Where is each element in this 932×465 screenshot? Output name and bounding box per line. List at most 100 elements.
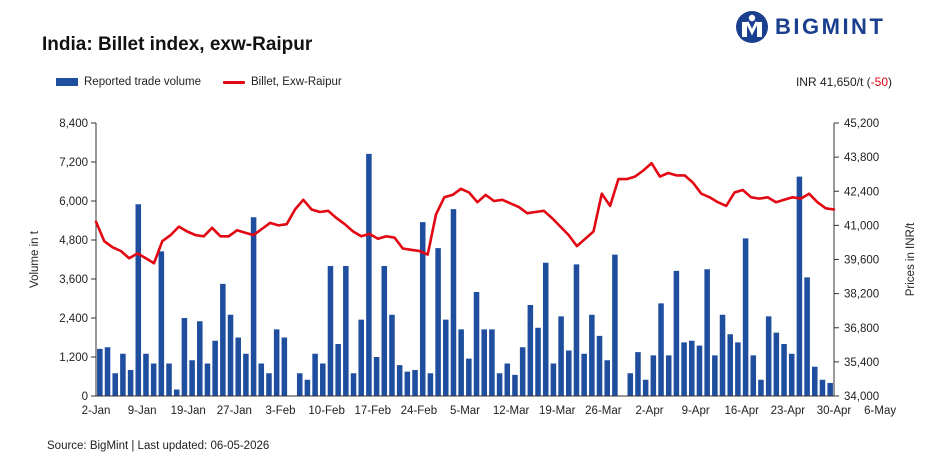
x-tick-label: 9-Jan [128, 405, 157, 417]
volume-bar [435, 248, 441, 396]
volume-bar [596, 335, 603, 396]
volume-bar [735, 342, 741, 396]
volume-bar [204, 363, 211, 396]
latest-price-note: INR 41,650/t (-50) [796, 75, 892, 89]
volume-bar [712, 355, 718, 396]
volume-bar [258, 363, 265, 396]
volume-bar [150, 363, 157, 396]
volume-bar [542, 262, 549, 396]
volume-bar [404, 371, 411, 396]
volume-bar [443, 319, 449, 396]
legend-item-price: Billet, Exw-Raipur [222, 76, 342, 88]
x-tick-label: 3-Feb [265, 405, 295, 417]
volume-bar [458, 329, 464, 396]
y2-tick-label: 43,800 [844, 152, 879, 164]
volume-bar [612, 254, 618, 396]
volume-bar [112, 373, 118, 396]
volume-bar [427, 373, 434, 396]
volume-bar [650, 355, 657, 396]
x-tick-label: 9-Apr [682, 405, 710, 417]
x-tick-label: 24-Feb [401, 405, 437, 417]
volume-bar [681, 342, 687, 396]
volume-bar [689, 340, 695, 396]
volume-bar [512, 374, 518, 396]
volume-bar [212, 340, 218, 396]
x-tick-label: 19-Mar [539, 405, 576, 417]
volume-bar [389, 314, 395, 396]
volume-bar [419, 222, 426, 396]
y-tick-label: 6,000 [59, 196, 88, 208]
volume-bar [658, 303, 664, 396]
volume-bar [173, 389, 180, 396]
volume-bar [158, 251, 165, 396]
volume-bar [827, 383, 833, 396]
volume-bar [812, 366, 818, 396]
volume-bar [181, 318, 188, 396]
bigmint-logo-text: BIGMINT [775, 14, 886, 39]
volume-bar [412, 370, 418, 396]
volume-bar [296, 373, 303, 396]
source-note: Source: BigMint | Last updated: 06-05-20… [47, 440, 270, 452]
price-change-open: ( [866, 75, 871, 89]
volume-bar [466, 358, 472, 396]
x-tick-label: 12-Mar [493, 405, 530, 417]
x-tick-label: 2-Jan [82, 405, 111, 417]
y-tick-label: 4,800 [59, 235, 88, 247]
volume-bar [742, 238, 749, 396]
y2-tick-label: 35,400 [844, 357, 879, 369]
volume-bar [642, 379, 649, 396]
price-change: -50 [870, 75, 888, 89]
x-tick-label: 19-Jan [171, 405, 206, 417]
legend-swatch-volume [56, 78, 78, 86]
latest-price: INR 41,650/t [795, 75, 864, 89]
volume-bar [758, 379, 764, 396]
volume-bar [304, 379, 311, 396]
volume-bar [550, 363, 557, 396]
volume-bar [343, 266, 349, 396]
volume-bar [581, 353, 587, 396]
y-tick-label: 7,200 [59, 157, 88, 169]
x-tick-label: 26-Mar [585, 405, 622, 417]
legend-label-volume: Reported trade volume [84, 76, 201, 88]
y2-tick-label: 36,800 [844, 323, 879, 335]
volume-bar [243, 353, 249, 396]
volume-bar [673, 270, 680, 396]
volume-bar [366, 153, 372, 396]
x-tick-label: 16-Apr [724, 405, 759, 417]
volume-bar [335, 344, 341, 396]
volume-bar [143, 353, 149, 396]
x-tick-label: 10-Feb [308, 405, 344, 417]
volume-bar [450, 209, 457, 396]
volume-bar [535, 327, 541, 396]
volume-bar [266, 373, 272, 396]
volume-bar [350, 373, 357, 396]
volume-bar [320, 363, 326, 396]
volume-bar [765, 316, 772, 396]
y2-axis-title: Prices in INR/t [905, 222, 917, 296]
volume-bar [719, 314, 726, 396]
y-tick-label: 8,400 [59, 118, 88, 130]
volume-bar [373, 357, 380, 396]
volume-bar [227, 314, 234, 396]
x-tick-label: 2-Apr [635, 405, 663, 417]
volume-bar [773, 332, 780, 396]
volume-bar [396, 365, 403, 396]
legend-item-volume: Reported trade volume [56, 76, 201, 88]
price-line [94, 161, 836, 265]
volume-bar [104, 347, 111, 396]
volume-bar [704, 269, 710, 396]
volume-bar [197, 321, 203, 396]
volume-bar [481, 329, 487, 396]
volume-bar [589, 314, 595, 396]
volume-bar [635, 352, 641, 396]
volume-bar [627, 373, 634, 396]
x-tick-label: 5-Mar [450, 405, 480, 417]
y-tick-label: 2,400 [59, 313, 88, 325]
volume-bar [166, 363, 172, 396]
volume-bar [573, 264, 580, 396]
x-tick-label: 30-Apr [817, 405, 852, 417]
volume-bar [566, 350, 572, 396]
volume-bar [527, 305, 534, 396]
volume-bar [558, 316, 564, 396]
